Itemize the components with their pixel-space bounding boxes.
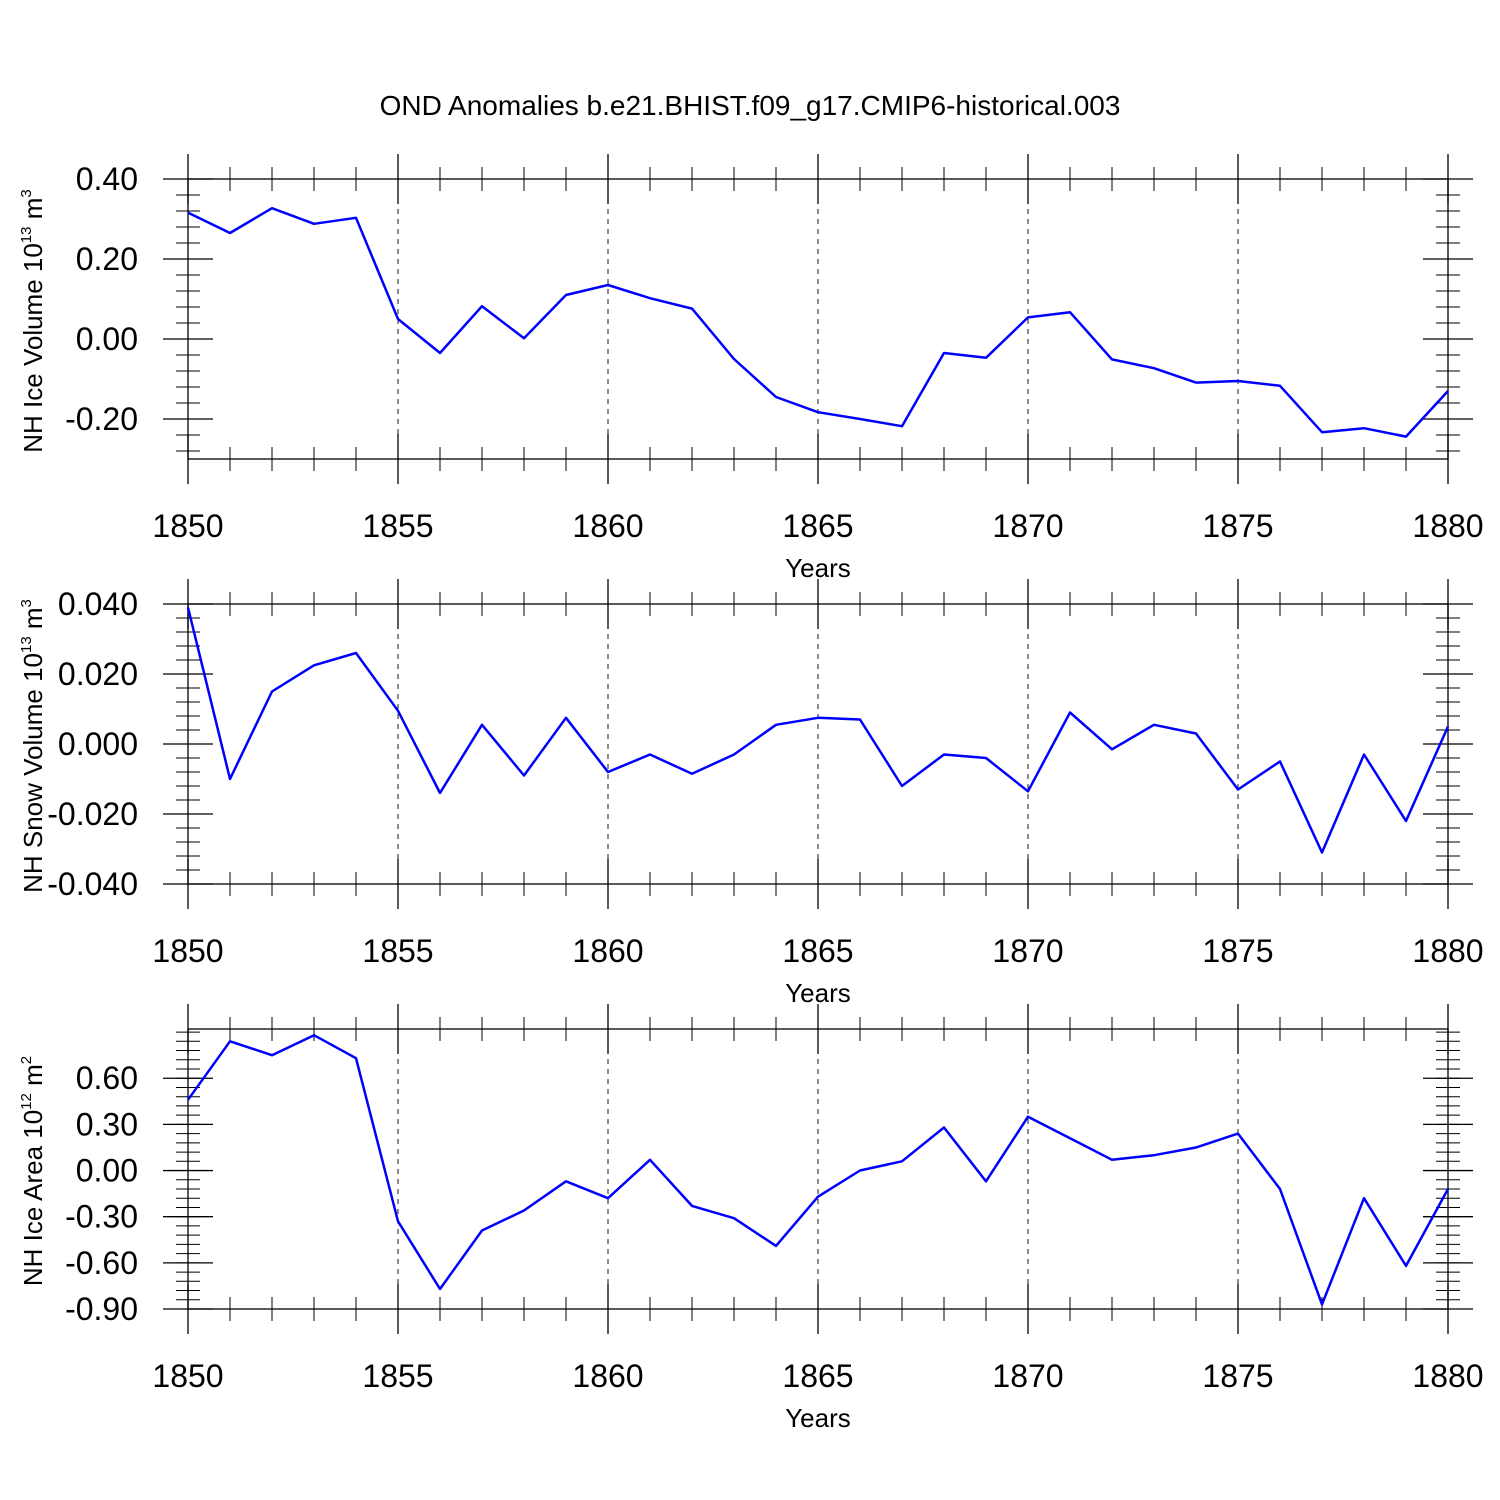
chart-title: OND Anomalies b.e21.BHIST.f09_g17.CMIP6-… bbox=[380, 90, 1121, 121]
x-tick-label: 1870 bbox=[992, 933, 1063, 969]
x-tick-label: 1880 bbox=[1412, 1358, 1483, 1394]
x-tick-label: 1880 bbox=[1412, 508, 1483, 544]
y-tick-label: -0.20 bbox=[65, 401, 138, 437]
y-tick-label: 0.020 bbox=[58, 656, 138, 692]
x-tick-label: 1865 bbox=[782, 1358, 853, 1394]
y-tick-label: 0.30 bbox=[76, 1106, 138, 1142]
y-tick-label: -0.90 bbox=[65, 1291, 138, 1327]
y-tick-label: 0.20 bbox=[76, 241, 138, 277]
x-tick-label: 1870 bbox=[992, 1358, 1063, 1394]
y-tick-label: 0.00 bbox=[76, 321, 138, 357]
y-axis-label: NH Ice Volume 1013 m3 bbox=[18, 189, 48, 452]
x-axis-label: Years bbox=[785, 1403, 851, 1433]
y-axis-label: NH Ice Area 1012 m2 bbox=[18, 1056, 48, 1286]
y-tick-label: -0.30 bbox=[65, 1199, 138, 1235]
x-tick-label: 1870 bbox=[992, 508, 1063, 544]
y-tick-label: 0.40 bbox=[76, 161, 138, 197]
x-tick-label: 1850 bbox=[152, 508, 223, 544]
x-tick-label: 1875 bbox=[1202, 933, 1273, 969]
x-tick-label: 1860 bbox=[572, 933, 643, 969]
x-tick-label: 1850 bbox=[152, 1358, 223, 1394]
chart-panel-3: 1850 1855 1860 1865 1870 1875 1880 0.60 0.30 0.00… bbox=[18, 1004, 1484, 1433]
x-tick-label: 1860 bbox=[572, 508, 643, 544]
y-axis-label: NH Snow Volume 1013 m3 bbox=[18, 599, 48, 893]
x-axis-label: Years bbox=[785, 978, 851, 1008]
chart-panel-2: 1850 1855 1860 1865 1870 1875 1880 0.040 0.020 0.… bbox=[18, 579, 1484, 1008]
y-tick-label: 0.00 bbox=[76, 1153, 138, 1189]
x-axis-label: Years bbox=[785, 553, 851, 583]
y-tick-label: 0.000 bbox=[58, 726, 138, 762]
x-tick-label: 1875 bbox=[1202, 1358, 1273, 1394]
y-tick-label: 0.040 bbox=[58, 586, 138, 622]
y-tick-label: -0.60 bbox=[65, 1245, 138, 1281]
x-tick-label: 1850 bbox=[152, 933, 223, 969]
x-tick-label: 1865 bbox=[782, 933, 853, 969]
x-tick-label: 1855 bbox=[362, 1358, 433, 1394]
x-tick-label: 1860 bbox=[572, 1358, 643, 1394]
x-tick-label: 1865 bbox=[782, 508, 853, 544]
y-tick-label: -0.040 bbox=[47, 866, 138, 902]
x-tick-label: 1855 bbox=[362, 508, 433, 544]
x-tick-label: 1880 bbox=[1412, 933, 1483, 969]
x-tick-label: 1855 bbox=[362, 933, 433, 969]
x-tick-label: 1875 bbox=[1202, 508, 1273, 544]
chart-panel-1: 1850 1855 1860 1865 1870 1875 1880 0.40 0.20 0.00… bbox=[18, 154, 1484, 583]
y-tick-label: 0.60 bbox=[76, 1060, 138, 1096]
y-tick-label: -0.020 bbox=[47, 796, 138, 832]
